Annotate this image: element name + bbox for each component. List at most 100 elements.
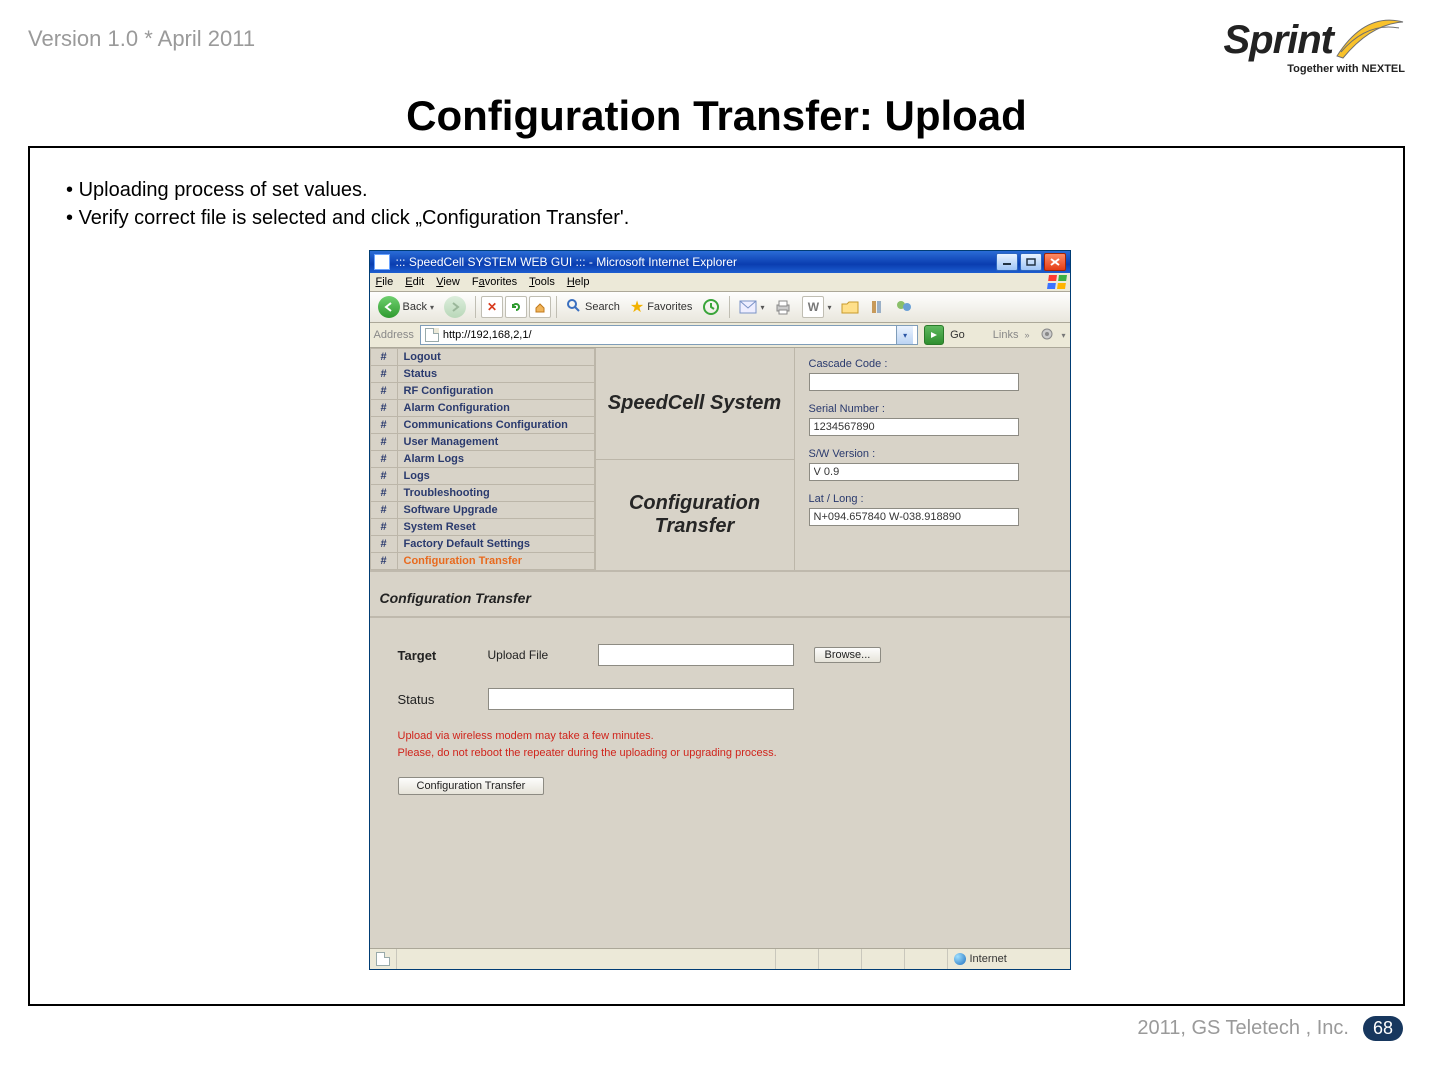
menu-file[interactable]: File <box>376 276 394 288</box>
minimize-button[interactable] <box>996 253 1018 271</box>
back-label: Back <box>403 301 427 313</box>
nav-hash: # <box>370 400 397 417</box>
status-label: Status <box>398 692 468 707</box>
heading-config-transfer: Configuration Transfer <box>596 460 794 571</box>
separator <box>556 296 557 318</box>
forward-arrow-icon <box>444 296 466 318</box>
messenger-icon[interactable] <box>891 295 917 319</box>
menubar: File Edit View Favorites Tools Help <box>370 273 1070 292</box>
upload-file-label: Upload File <box>488 648 578 662</box>
chevron-right-icon[interactable]: » <box>1024 330 1029 340</box>
nav-item[interactable]: RF Configuration <box>397 383 594 400</box>
brand-name: Sprint <box>1223 20 1333 60</box>
print-icon[interactable] <box>770 295 796 319</box>
nav-item[interactable]: Status <box>397 366 594 383</box>
brand-tagline: Together with NEXTEL <box>1223 64 1405 75</box>
nav-item[interactable]: Alarm Configuration <box>397 400 594 417</box>
back-button[interactable]: Back ▾ <box>374 295 438 319</box>
favorites-label: Favorites <box>647 301 692 313</box>
settings-icon[interactable] <box>1039 326 1055 345</box>
nav-item[interactable]: Logs <box>397 468 594 485</box>
windows-flag-icon <box>1047 275 1067 289</box>
stop-icon[interactable]: ✕ <box>481 296 503 318</box>
warning-line: Please, do not reboot the repeater durin… <box>398 745 1050 762</box>
nav-hash: # <box>370 536 397 553</box>
app-icon <box>374 254 390 270</box>
zone-label: Internet <box>970 953 1007 965</box>
nav-item[interactable]: Software Upgrade <box>397 502 594 519</box>
menu-favorites[interactable]: Favorites <box>472 276 517 288</box>
nav-item[interactable]: System Reset <box>397 519 594 536</box>
refresh-icon[interactable] <box>505 296 527 318</box>
toolbar: Back ▾ ✕ <box>370 292 1070 323</box>
upload-warning: Upload via wireless modem may take a few… <box>398 728 1050 761</box>
window-title: ::: SpeedCell SYSTEM WEB GUI ::: - Micro… <box>396 255 737 269</box>
lat-long-input[interactable] <box>809 508 1019 526</box>
brand-block: Sprint Together with NEXTEL <box>1223 18 1405 75</box>
maximize-button[interactable] <box>1020 253 1042 271</box>
nav-sidebar: #Logout#Status#RF Configuration#Alarm Co… <box>370 348 595 570</box>
address-bar: Address http://192,168,2,1/ ▾ Go Links »… <box>370 323 1070 348</box>
bullet-list: Uploading process of set values. Verify … <box>66 176 1373 232</box>
section-title: Configuration Transfer <box>370 572 1070 618</box>
serial-number-input[interactable] <box>809 418 1019 436</box>
status-bar: Internet <box>370 948 1070 969</box>
links-label[interactable]: Links <box>993 329 1019 341</box>
menu-tools[interactable]: Tools <box>529 276 555 288</box>
address-label: Address <box>374 329 414 341</box>
nav-item[interactable]: Logout <box>397 349 594 366</box>
go-label: Go <box>950 329 965 341</box>
star-icon: ★ <box>630 297 644 317</box>
research-icon[interactable] <box>865 295 889 319</box>
nav-item[interactable]: Communications Configuration <box>397 417 594 434</box>
menu-help[interactable]: Help <box>567 276 590 288</box>
nav-item[interactable]: Configuration Transfer <box>397 553 594 570</box>
nav-hash: # <box>370 485 397 502</box>
nav-hash: # <box>370 553 397 570</box>
favorites-button[interactable]: ★ Favorites <box>626 295 697 319</box>
browse-button[interactable]: Browse... <box>814 647 882 663</box>
status-input[interactable] <box>488 688 794 710</box>
upload-form: Target Upload File Browse... Status Uplo… <box>370 618 1070 815</box>
close-button[interactable] <box>1044 253 1066 271</box>
nav-hash: # <box>370 383 397 400</box>
home-icon[interactable] <box>529 296 551 318</box>
center-headings: SpeedCell System Configuration Transfer <box>595 348 795 570</box>
nav-item[interactable]: Alarm Logs <box>397 451 594 468</box>
search-button[interactable]: Search <box>562 295 624 319</box>
edit-icon[interactable]: W ▾ <box>798 295 835 319</box>
nav-hash: # <box>370 519 397 536</box>
upload-file-input[interactable] <box>598 644 794 666</box>
nav-hash: # <box>370 349 397 366</box>
globe-icon <box>954 953 966 965</box>
sw-version-input[interactable] <box>809 463 1019 481</box>
address-dropdown-icon[interactable]: ▾ <box>896 326 913 344</box>
sw-version-label: S/W Version : <box>809 448 1056 460</box>
bullet-item: Verify correct file is selected and clic… <box>66 204 1373 232</box>
slide-title: Configuration Transfer: Upload <box>28 92 1405 140</box>
nav-hash: # <box>370 451 397 468</box>
mail-icon[interactable]: ▾ <box>735 295 768 319</box>
version-text: Version 1.0 * April 2011 <box>28 26 255 52</box>
forward-button[interactable] <box>440 295 470 319</box>
footer-copyright: 2011, GS Teletech , Inc. <box>1137 1017 1349 1040</box>
page-number: 68 <box>1363 1016 1403 1041</box>
target-label: Target <box>398 648 468 663</box>
address-input[interactable]: http://192,168,2,1/ ▾ <box>420 325 918 345</box>
nav-item[interactable]: Factory Default Settings <box>397 536 594 553</box>
go-button[interactable] <box>924 325 944 345</box>
menu-edit[interactable]: Edit <box>405 276 424 288</box>
cascade-code-input[interactable] <box>809 373 1019 391</box>
search-label: Search <box>585 301 620 313</box>
menu-view[interactable]: View <box>436 276 460 288</box>
brand-swoosh-icon <box>1335 18 1405 60</box>
folder-icon[interactable] <box>837 295 863 319</box>
address-url: http://192,168,2,1/ <box>443 329 532 341</box>
configuration-transfer-button[interactable]: Configuration Transfer <box>398 777 545 795</box>
heading-speedcell: SpeedCell System <box>596 348 794 460</box>
nav-item[interactable]: User Management <box>397 434 594 451</box>
browser-window: ::: SpeedCell SYSTEM WEB GUI ::: - Micro… <box>369 250 1071 970</box>
nav-hash: # <box>370 434 397 451</box>
history-icon[interactable] <box>698 295 724 319</box>
nav-item[interactable]: Troubleshooting <box>397 485 594 502</box>
